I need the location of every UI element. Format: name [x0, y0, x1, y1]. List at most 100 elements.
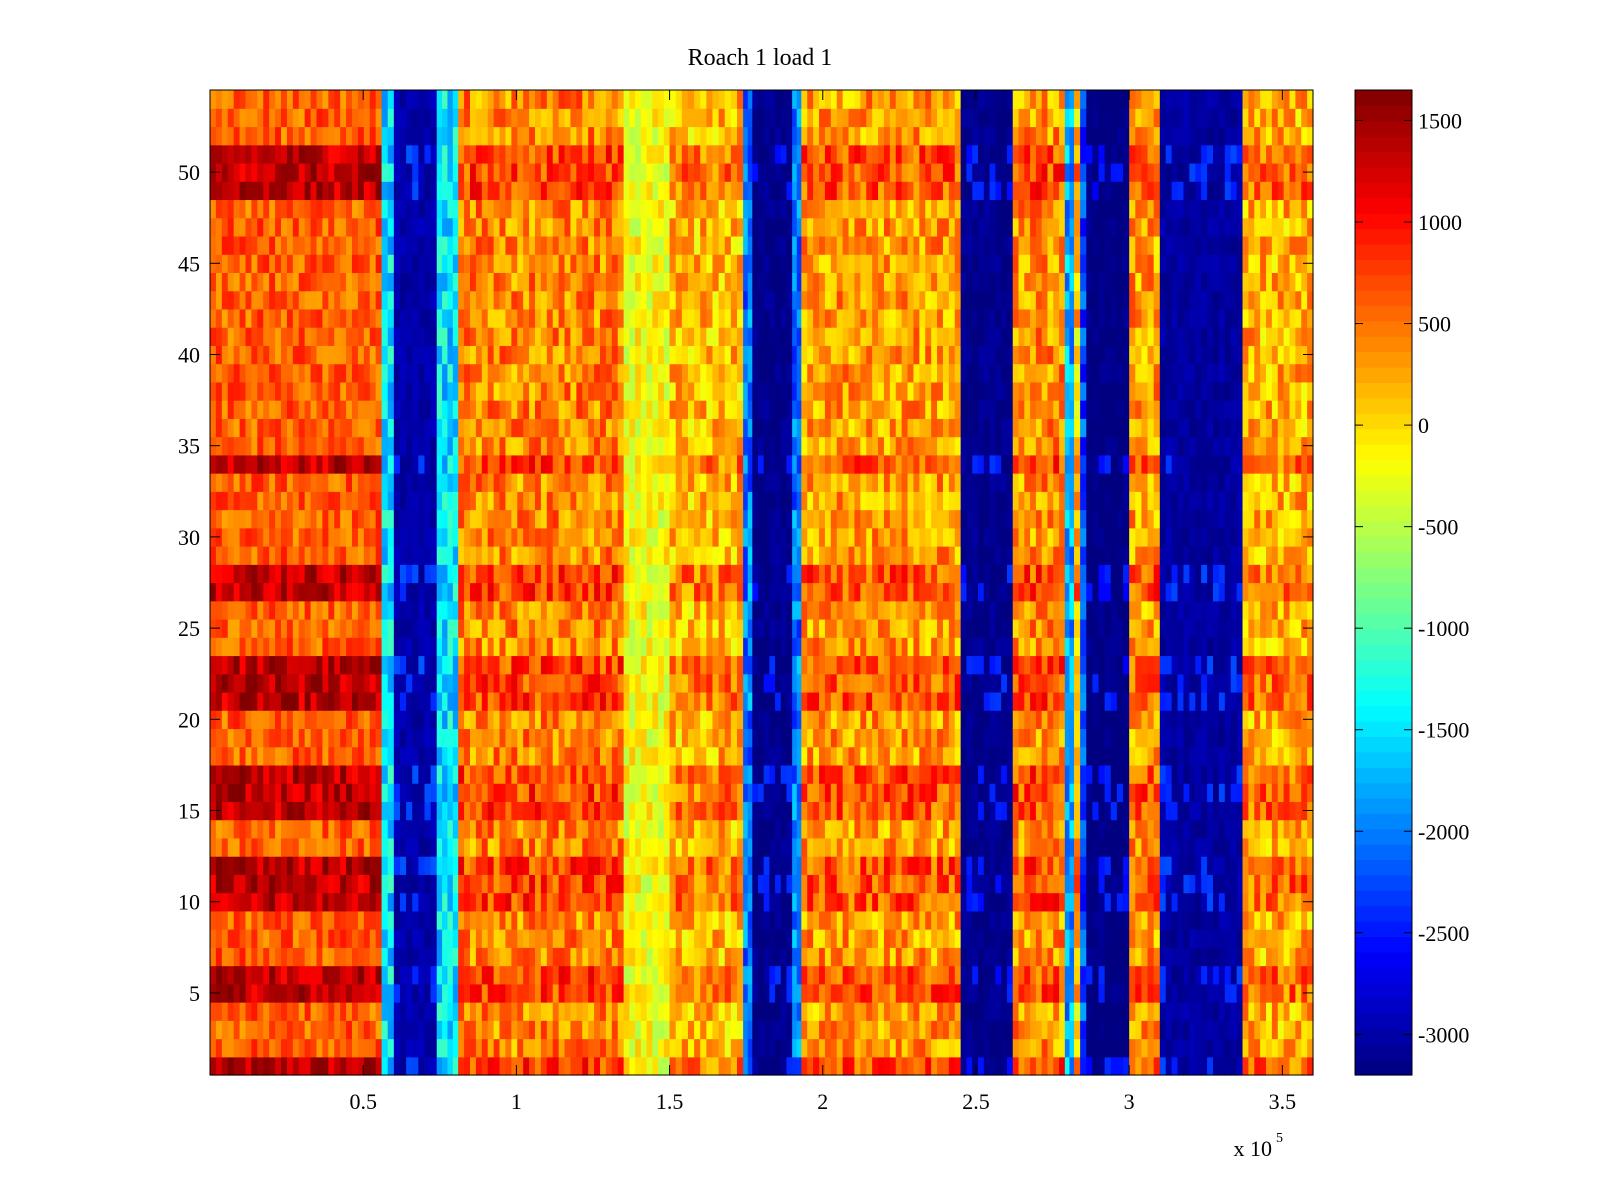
heat-cell [658, 856, 665, 875]
heat-cell [412, 856, 419, 875]
heat-cell [747, 345, 753, 365]
heat-cell [322, 290, 329, 310]
heat-cell [464, 363, 471, 383]
heat-cell [599, 199, 607, 219]
heat-cell [694, 126, 701, 146]
heat-cell [334, 308, 341, 328]
heat-cell [442, 90, 449, 109]
heat-cell [375, 764, 383, 784]
heat-cell [275, 892, 282, 912]
heat-cell [540, 673, 548, 693]
heat-cell [652, 527, 659, 547]
heat-cell [546, 527, 554, 547]
heat-cell [363, 235, 371, 255]
heat-cell [658, 162, 665, 182]
heat-cell [292, 837, 300, 857]
heat-cell [487, 783, 495, 802]
heat-cell [430, 199, 438, 219]
heat-cell [458, 856, 465, 875]
heat-cell [210, 491, 217, 511]
heat-cell [322, 345, 329, 365]
heat-cell [275, 162, 282, 182]
heat-cell [570, 327, 577, 346]
heat-cell [570, 965, 577, 985]
heat-cell [263, 418, 270, 438]
heat-cell [505, 400, 512, 419]
heat-cell [605, 819, 613, 839]
heat-cell [245, 272, 253, 292]
heat-cell [681, 1002, 689, 1021]
heat-cell [251, 910, 258, 930]
heat-cell [499, 162, 507, 182]
heat-cell [652, 947, 659, 967]
heat-cell [505, 162, 512, 182]
heat-cell [694, 181, 701, 201]
heat-cell [412, 728, 419, 748]
heat-cell [239, 272, 247, 292]
heat-cell [298, 983, 306, 1003]
heat-cell [458, 655, 465, 675]
heat-cell [464, 1038, 471, 1058]
heat-cell [436, 1056, 443, 1076]
heat-cell [487, 710, 495, 730]
heat-cell [652, 910, 659, 930]
heat-cell [263, 783, 270, 802]
heat-cell [215, 691, 223, 711]
heat-cell [700, 272, 707, 292]
heat-cell [743, 308, 749, 328]
heat-cell [529, 1020, 536, 1040]
heat-cell [687, 473, 695, 492]
heat-cell [712, 381, 720, 401]
heat-cell [464, 90, 471, 109]
heat-cell [363, 691, 371, 711]
heat-cell [681, 308, 689, 328]
heat-cell [381, 600, 389, 620]
heat-cell [588, 947, 595, 967]
heat-cell [257, 436, 264, 456]
heat-cell [629, 162, 636, 182]
heat-cell [511, 473, 518, 492]
heat-cell [481, 327, 489, 346]
heat-cell [499, 600, 507, 620]
heat-cell [406, 400, 413, 419]
heat-cell [635, 1002, 642, 1021]
heat-cell [694, 199, 701, 219]
heat-cell [239, 418, 247, 438]
heat-cell [540, 564, 548, 584]
heat-cell [375, 272, 383, 292]
heat-cell [669, 363, 677, 383]
heat-cell [322, 618, 329, 638]
heat-cell [523, 308, 530, 328]
heat-cell [687, 272, 695, 292]
heat-cell [346, 363, 353, 383]
heat-cell [517, 1056, 524, 1076]
heat-cell [517, 546, 524, 565]
heat-cell [357, 746, 365, 766]
heat-cell [418, 418, 426, 438]
heat-cell [652, 582, 659, 602]
heat-cell [239, 162, 247, 182]
heat-cell [269, 181, 276, 201]
heat-cell [442, 819, 449, 839]
heat-cell [675, 929, 683, 948]
heat-cell [239, 637, 247, 657]
heat-cell [743, 509, 749, 529]
heat-cell [635, 600, 642, 620]
heat-cell [611, 947, 619, 967]
heat-cell [534, 874, 542, 894]
heat-cell [552, 181, 560, 201]
heat-cell [564, 837, 572, 857]
heat-cell [640, 418, 648, 438]
heat-cell [210, 381, 217, 401]
heat-cell [363, 327, 371, 346]
heat-cell [418, 181, 426, 201]
heat-cell [640, 254, 648, 274]
heat-cell [251, 746, 258, 766]
heat-cell [363, 1020, 371, 1040]
heat-cell [594, 673, 601, 693]
heat-cell [215, 90, 223, 109]
heat-cell [588, 856, 595, 875]
heat-cell [658, 965, 665, 985]
heat-cell [369, 764, 377, 784]
heat-cell [730, 181, 738, 201]
